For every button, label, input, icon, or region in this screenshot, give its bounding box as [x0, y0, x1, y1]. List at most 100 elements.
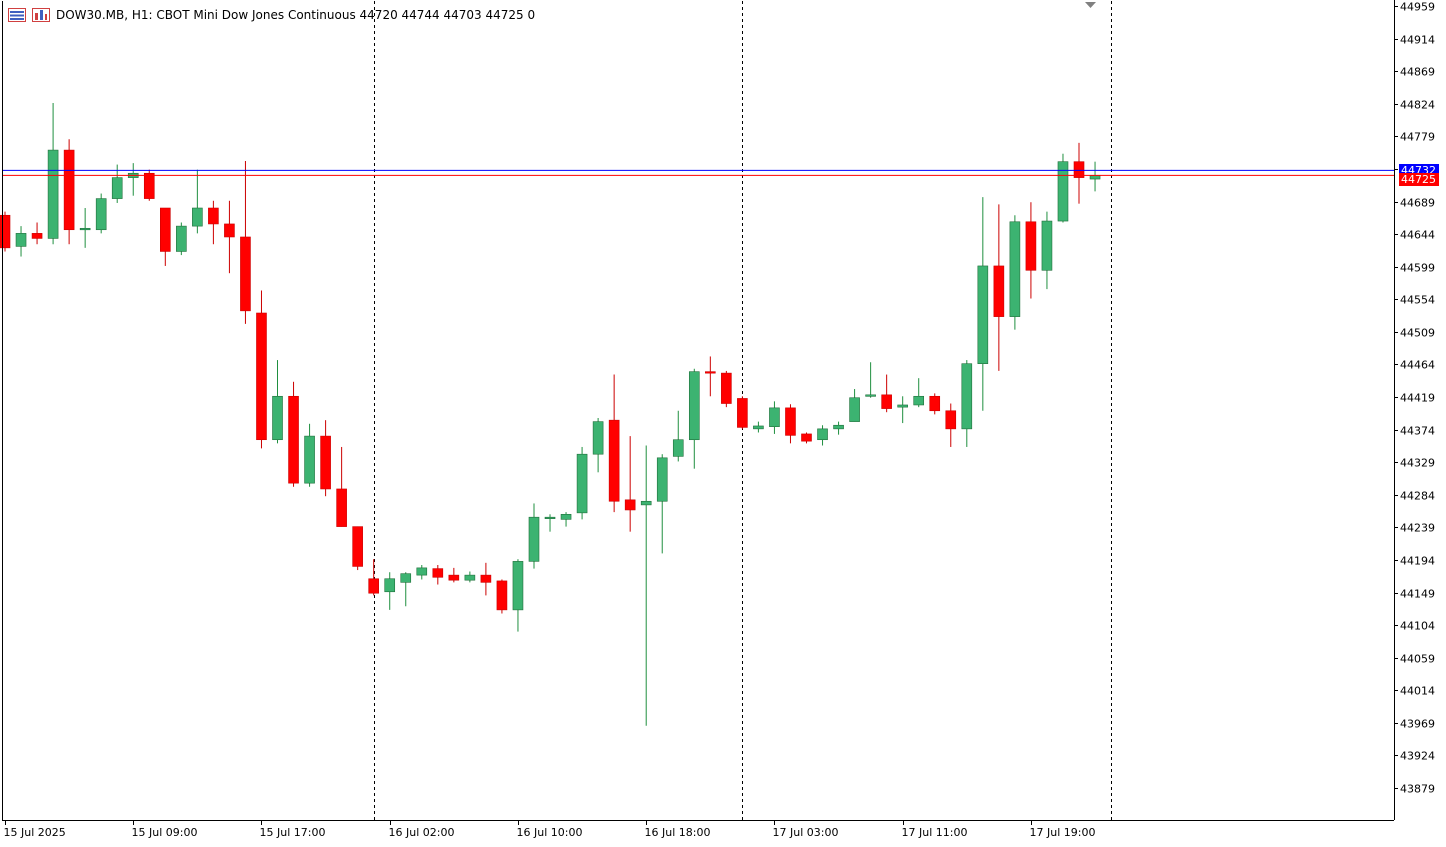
- candle[interactable]: [977, 197, 989, 411]
- candle-body: [833, 424, 844, 430]
- candle[interactable]: [849, 389, 860, 422]
- candle[interactable]: [656, 454, 668, 554]
- candle[interactable]: [528, 503, 540, 569]
- candle[interactable]: [897, 396, 908, 424]
- candle[interactable]: [865, 362, 876, 398]
- candle[interactable]: [833, 421, 844, 435]
- candle[interactable]: [1089, 161, 1101, 192]
- y-tick-label: 44014: [1400, 685, 1435, 698]
- candle-body: [31, 233, 43, 239]
- candle[interactable]: [272, 360, 283, 444]
- candle-body: [384, 578, 396, 593]
- candle[interactable]: [1009, 215, 1021, 330]
- candle-body: [656, 457, 668, 502]
- candle[interactable]: [15, 226, 27, 257]
- candle[interactable]: [737, 396, 748, 429]
- candle[interactable]: [320, 420, 331, 497]
- candle[interactable]: [881, 374, 892, 413]
- candle[interactable]: [592, 417, 604, 473]
- y-tick-label: 44149: [1400, 588, 1435, 601]
- candle[interactable]: [224, 200, 235, 274]
- candle-body: [945, 410, 957, 430]
- candle[interactable]: [913, 378, 925, 408]
- candle[interactable]: [753, 421, 764, 433]
- candle[interactable]: [480, 562, 492, 596]
- candle[interactable]: [688, 368, 700, 469]
- candle[interactable]: [336, 446, 347, 527]
- candle[interactable]: [176, 222, 187, 256]
- candle[interactable]: [576, 446, 588, 520]
- candle[interactable]: [95, 193, 107, 234]
- candle-body: [320, 435, 331, 490]
- candle[interactable]: [400, 572, 412, 607]
- candle[interactable]: [79, 208, 91, 248]
- candle[interactable]: [785, 404, 796, 444]
- candle[interactable]: [560, 512, 572, 527]
- candle[interactable]: [801, 432, 812, 444]
- candle[interactable]: [63, 139, 75, 245]
- candle[interactable]: [31, 222, 43, 245]
- candle[interactable]: [352, 526, 363, 571]
- x-tick-label: 15 Jul 17:00: [260, 826, 326, 839]
- candle[interactable]: [127, 163, 139, 196]
- candle[interactable]: [208, 200, 219, 245]
- candle[interactable]: [705, 356, 716, 397]
- candle-body: [496, 580, 508, 611]
- candle[interactable]: [304, 423, 315, 487]
- candle[interactable]: [608, 374, 620, 513]
- candle-body: [721, 372, 732, 404]
- candle[interactable]: [368, 559, 379, 596]
- candle-body: [480, 574, 492, 583]
- candle[interactable]: [1057, 153, 1069, 223]
- candle[interactable]: [929, 393, 941, 415]
- candle[interactable]: [496, 579, 508, 614]
- candle[interactable]: [817, 425, 828, 446]
- candle[interactable]: [993, 204, 1005, 371]
- candle[interactable]: [432, 564, 444, 585]
- y-tick-label: 44959: [1400, 1, 1435, 14]
- candle[interactable]: [1025, 202, 1037, 299]
- candle[interactable]: [672, 410, 684, 462]
- candle-body: [1009, 221, 1021, 317]
- candle[interactable]: [640, 445, 652, 726]
- candle[interactable]: [1041, 211, 1053, 290]
- candle[interactable]: [544, 514, 556, 532]
- candle[interactable]: [945, 403, 957, 447]
- chart-window-icon[interactable]: [8, 8, 26, 22]
- y-tick-label: 44914: [1400, 34, 1435, 47]
- candle[interactable]: [384, 572, 396, 610]
- y-tick-label: 44194: [1400, 555, 1435, 568]
- candle[interactable]: [1073, 142, 1085, 204]
- candle[interactable]: [143, 169, 155, 201]
- candle[interactable]: [0, 211, 11, 252]
- candle[interactable]: [721, 370, 732, 408]
- candle[interactable]: [512, 559, 524, 632]
- candle[interactable]: [288, 381, 299, 487]
- candle[interactable]: [624, 436, 636, 532]
- candle[interactable]: [256, 290, 267, 449]
- candle-body: [640, 500, 652, 506]
- candle[interactable]: [240, 160, 251, 324]
- candle-body: [47, 149, 59, 239]
- candle[interactable]: [47, 103, 59, 245]
- candle[interactable]: [464, 571, 476, 583]
- y-tick-label: 44509: [1400, 327, 1435, 340]
- candle-body: [705, 371, 716, 374]
- y-tick-label: 44059: [1400, 653, 1435, 666]
- candle-body: [400, 573, 412, 583]
- candle[interactable]: [160, 207, 171, 266]
- candle[interactable]: [416, 564, 428, 580]
- symbol-info: DOW30.MB, H1: CBOT Mini Dow Jones Contin…: [56, 8, 536, 22]
- candle[interactable]: [192, 169, 203, 234]
- indicator-icon[interactable]: [32, 8, 50, 22]
- candle-body: [464, 574, 476, 581]
- candle[interactable]: [961, 360, 973, 447]
- candle[interactable]: [769, 401, 780, 434]
- chart-shift-marker-icon[interactable]: [1085, 2, 1096, 8]
- candle[interactable]: [448, 567, 460, 583]
- candle-body: [160, 207, 171, 252]
- candle[interactable]: [111, 164, 123, 203]
